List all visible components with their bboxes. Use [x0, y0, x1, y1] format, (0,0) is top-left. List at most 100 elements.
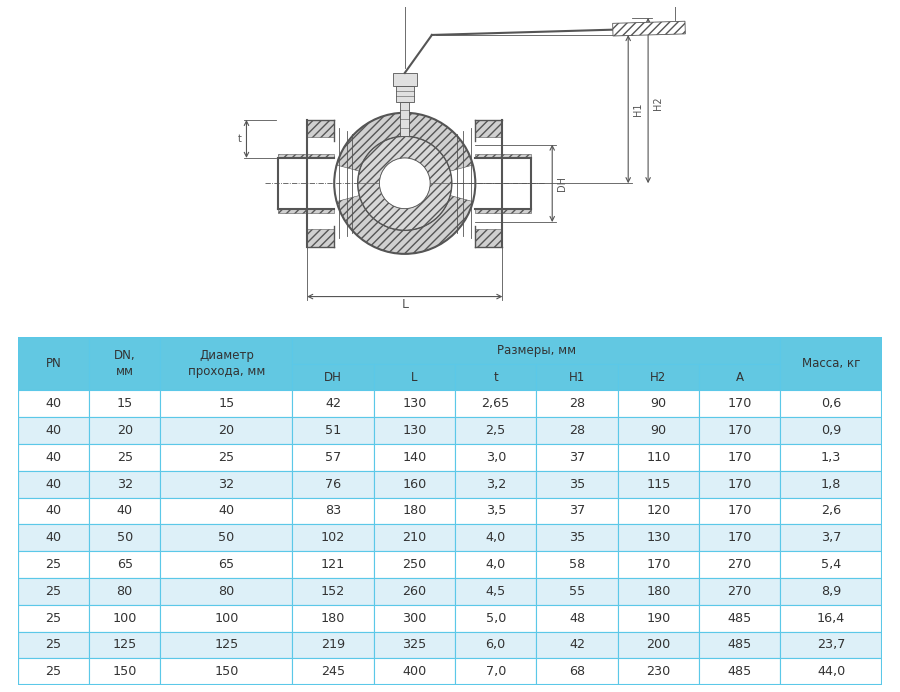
Text: 90: 90: [651, 424, 666, 437]
Text: 125: 125: [214, 639, 238, 651]
Wedge shape: [337, 113, 473, 171]
Bar: [89, 525, 160, 551]
Text: 7,0: 7,0: [486, 665, 506, 678]
Text: 68: 68: [569, 665, 585, 678]
Bar: [455, 444, 536, 471]
Text: 15: 15: [219, 397, 235, 410]
Bar: [536, 363, 617, 390]
Bar: [455, 632, 536, 658]
Text: 50: 50: [117, 531, 133, 544]
Text: 32: 32: [219, 477, 234, 491]
Bar: [374, 578, 455, 605]
Circle shape: [380, 158, 430, 209]
Bar: [374, 417, 455, 444]
Bar: [160, 417, 292, 444]
Bar: [780, 390, 882, 417]
Text: 130: 130: [402, 424, 427, 437]
Text: 300: 300: [402, 612, 427, 625]
Text: 3,2: 3,2: [486, 477, 506, 491]
Bar: [455, 525, 536, 551]
Bar: [455, 551, 536, 578]
Bar: [617, 390, 699, 417]
Text: 170: 170: [727, 504, 752, 518]
Bar: [89, 658, 160, 685]
Bar: [374, 605, 455, 632]
Text: 150: 150: [214, 665, 238, 678]
Bar: [292, 632, 374, 658]
Polygon shape: [475, 120, 502, 138]
Bar: [18, 444, 89, 471]
Bar: [780, 525, 882, 551]
Text: 37: 37: [569, 451, 585, 464]
Bar: [617, 632, 699, 658]
Text: 190: 190: [646, 612, 670, 625]
Text: 2,65: 2,65: [482, 397, 510, 410]
Text: 16,4: 16,4: [817, 612, 845, 625]
Text: 4,0: 4,0: [486, 531, 506, 544]
Text: 20: 20: [219, 424, 234, 437]
Bar: [780, 605, 882, 632]
Bar: [292, 444, 374, 471]
Text: t: t: [493, 370, 498, 383]
Bar: [455, 658, 536, 685]
Bar: [292, 578, 374, 605]
Bar: [617, 444, 699, 471]
Bar: [617, 471, 699, 498]
Bar: [455, 471, 536, 498]
Polygon shape: [307, 120, 334, 138]
Text: 40: 40: [46, 397, 61, 410]
Text: 25: 25: [117, 451, 133, 464]
Text: 4,0: 4,0: [486, 558, 506, 571]
Bar: [292, 551, 374, 578]
Bar: [18, 578, 89, 605]
Bar: [455, 578, 536, 605]
Text: 1,3: 1,3: [821, 451, 842, 464]
Text: 121: 121: [321, 558, 346, 571]
Text: 270: 270: [727, 585, 752, 598]
Text: 8,9: 8,9: [821, 585, 842, 598]
Bar: [374, 444, 455, 471]
Polygon shape: [475, 209, 531, 213]
Text: 40: 40: [46, 424, 61, 437]
Bar: [780, 337, 882, 390]
Bar: [374, 390, 455, 417]
Text: 1,8: 1,8: [821, 477, 842, 491]
Bar: [18, 390, 89, 417]
Text: 180: 180: [646, 585, 670, 598]
Text: 40: 40: [46, 504, 61, 518]
Text: 100: 100: [112, 612, 137, 625]
Text: A: A: [735, 370, 743, 383]
Bar: [699, 444, 780, 471]
Text: Масса, кг: Масса, кг: [802, 357, 860, 370]
Bar: [18, 498, 89, 525]
Bar: [780, 658, 882, 685]
Text: 25: 25: [219, 451, 234, 464]
Text: 40: 40: [46, 451, 61, 464]
Text: 485: 485: [727, 665, 752, 678]
Bar: [536, 632, 617, 658]
Text: 160: 160: [402, 477, 427, 491]
Text: 170: 170: [727, 531, 752, 544]
Text: 42: 42: [569, 639, 585, 651]
Text: L: L: [401, 298, 409, 311]
Text: 28: 28: [569, 424, 585, 437]
Text: H1: H1: [633, 102, 643, 116]
Text: 170: 170: [727, 397, 752, 410]
Bar: [536, 471, 617, 498]
Bar: [160, 578, 292, 605]
Text: 37: 37: [569, 504, 585, 518]
Text: 28: 28: [569, 397, 585, 410]
Text: 200: 200: [646, 639, 670, 651]
Wedge shape: [337, 195, 473, 254]
Text: 400: 400: [402, 665, 427, 678]
Text: 35: 35: [569, 531, 585, 544]
Text: 170: 170: [727, 477, 752, 491]
Bar: [536, 444, 617, 471]
Text: 170: 170: [727, 451, 752, 464]
Text: H2: H2: [652, 96, 662, 110]
Bar: [780, 498, 882, 525]
Text: 130: 130: [646, 531, 670, 544]
Text: 2,5: 2,5: [486, 424, 506, 437]
Bar: [536, 525, 617, 551]
Text: 115: 115: [646, 477, 670, 491]
